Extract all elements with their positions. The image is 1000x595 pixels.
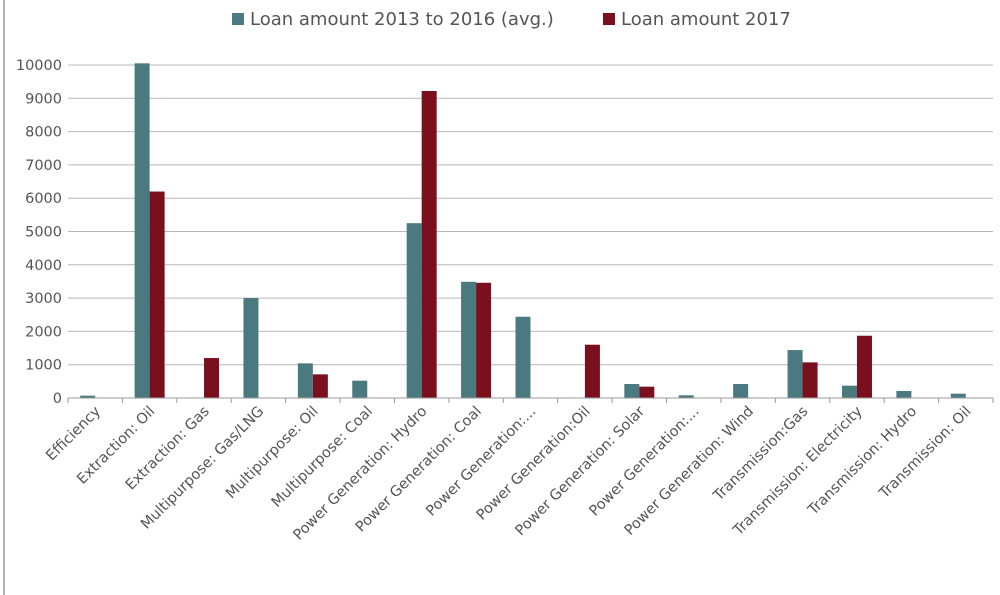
legend: Loan amount 2013 to 2016 (avg.) Loan amo… (232, 9, 791, 30)
bar-series-1 (515, 316, 531, 398)
y-tick-label: 10000 (16, 58, 62, 74)
y-axis-tick-labels: 0 1000 2000 3000 4000 5000 6000 7000 8000 9000 100… (16, 58, 62, 407)
y-tick-label: 2000 (25, 324, 62, 340)
legend-label-series-1: Loan amount 2013 to 2016 (avg.) (250, 9, 554, 30)
bar-series-2 (476, 282, 492, 398)
bar-series-1 (896, 391, 912, 398)
y-tick-label: 4000 (25, 258, 62, 274)
bar-series-1 (297, 363, 313, 398)
legend-label-series-2: Loan amount 2017 (621, 9, 791, 30)
bar-series-1 (841, 385, 857, 398)
bar-series-1 (80, 395, 96, 398)
bar-series-1 (243, 298, 259, 398)
bar-series-2 (584, 344, 600, 398)
y-tick-label: 6000 (25, 191, 62, 207)
legend-swatch-series-2 (603, 13, 615, 25)
x-axis-tick-marks (67, 398, 994, 403)
y-tick-label: 7000 (25, 158, 62, 174)
bar-series-1 (787, 350, 803, 398)
bars (80, 63, 966, 399)
y-tick-label: 5000 (25, 225, 62, 241)
bar-series-2 (312, 374, 328, 398)
bar-series-2 (204, 358, 220, 398)
bar-series-2 (639, 386, 655, 398)
bar-series-1 (624, 384, 640, 398)
bar-series-2 (149, 191, 165, 398)
bar-series-1 (352, 380, 368, 398)
bar-series-1 (733, 384, 749, 398)
bar-series-2 (421, 90, 437, 398)
bar-series-1 (950, 393, 966, 398)
y-tick-label: 8000 (25, 125, 62, 141)
bar-series-2 (856, 335, 872, 398)
y-tick-label: 9000 (25, 91, 62, 107)
bar-series-1 (134, 63, 150, 399)
bar-series-1 (678, 395, 694, 398)
legend-swatch-series-1 (232, 13, 244, 25)
y-tick-label: 0 (53, 391, 62, 407)
bar-series-2 (802, 362, 818, 398)
y-tick-label: 1000 (25, 358, 62, 374)
bar-series-1 (406, 223, 422, 398)
y-tick-label: 3000 (25, 291, 62, 307)
bar-series-1 (461, 281, 477, 398)
